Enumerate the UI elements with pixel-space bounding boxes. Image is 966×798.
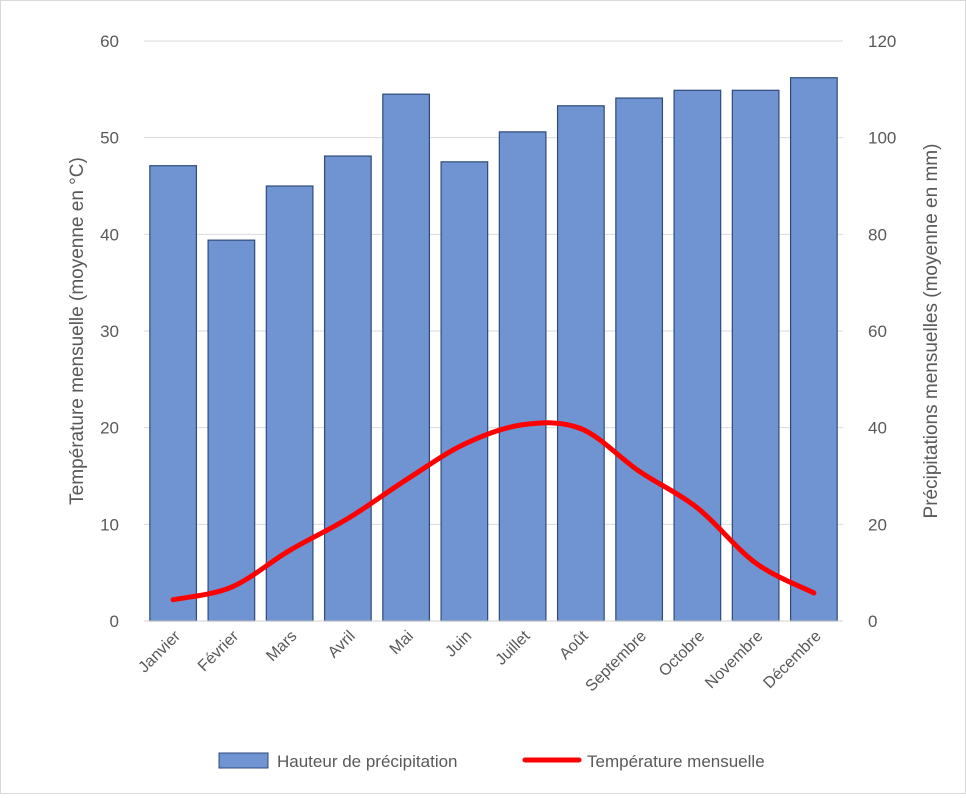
category-label: Octobre [656, 628, 708, 680]
bar-precipitation [323, 155, 372, 622]
category-label: Novembre [702, 628, 766, 692]
left-tick-label: 50 [100, 129, 119, 148]
category-label: Mars [263, 628, 300, 665]
temperature-line [170, 420, 817, 603]
category-label: Juin [442, 628, 475, 661]
bar-precipitation [265, 185, 314, 622]
right-tick-label: 100 [868, 129, 896, 148]
legend-swatch-precipitation [218, 752, 269, 769]
gridlines [144, 40, 843, 525]
category-label: Mai [387, 628, 417, 658]
category-label: Décembre [760, 628, 824, 692]
right-tick-label: 60 [868, 322, 887, 341]
bar-precipitation [207, 239, 256, 622]
left-tick-label: 30 [100, 322, 119, 341]
right-tick-label: 40 [868, 419, 887, 438]
left-tick-label: 40 [100, 225, 119, 244]
category-labels: Janvier Février Mars Avril Mai Juin Juillet Aoû… [135, 627, 824, 695]
left-tick-label: 0 [110, 612, 119, 631]
bar-precipitation [731, 89, 780, 622]
category-label: Septembre [583, 628, 650, 695]
right-tick-label: 0 [868, 612, 877, 631]
bar-precipitation [149, 165, 198, 622]
left-tick-label: 10 [100, 515, 119, 534]
bar-precipitation [498, 131, 547, 622]
right-tick-label: 80 [868, 225, 887, 244]
right-axis-ticks: 0 20 40 60 80 100 120 [868, 32, 896, 631]
category-label: Avril [325, 628, 359, 662]
bar-precipitation [789, 77, 838, 622]
left-axis-title: Température mensuelle (moyenne en °C) [67, 157, 88, 505]
left-tick-label: 20 [100, 419, 119, 438]
right-tick-label: 120 [868, 32, 896, 51]
left-tick-label: 60 [100, 32, 119, 51]
right-tick-label: 20 [868, 515, 887, 534]
bar-precipitation [615, 97, 664, 622]
legend: Hauteur de précipitation Température men… [218, 752, 765, 771]
bar-precipitation [382, 93, 431, 622]
bar-precipitation [440, 161, 489, 622]
right-axis-title: Précipitations mensuelles (moyenne en mm… [921, 144, 942, 519]
precipitation-bars [149, 77, 838, 622]
bar-precipitation [556, 105, 605, 622]
category-label: Janvier [135, 627, 184, 676]
legend-label-temperature: Température mensuelle [587, 752, 765, 771]
bar-precipitation [673, 89, 722, 622]
category-label: Août [556, 627, 592, 663]
legend-label-precipitation: Hauteur de précipitation [277, 752, 458, 771]
left-axis-ticks: 0 10 20 30 40 50 60 [100, 32, 119, 631]
category-label: Juillet [493, 627, 534, 668]
category-label: Février [195, 627, 243, 675]
